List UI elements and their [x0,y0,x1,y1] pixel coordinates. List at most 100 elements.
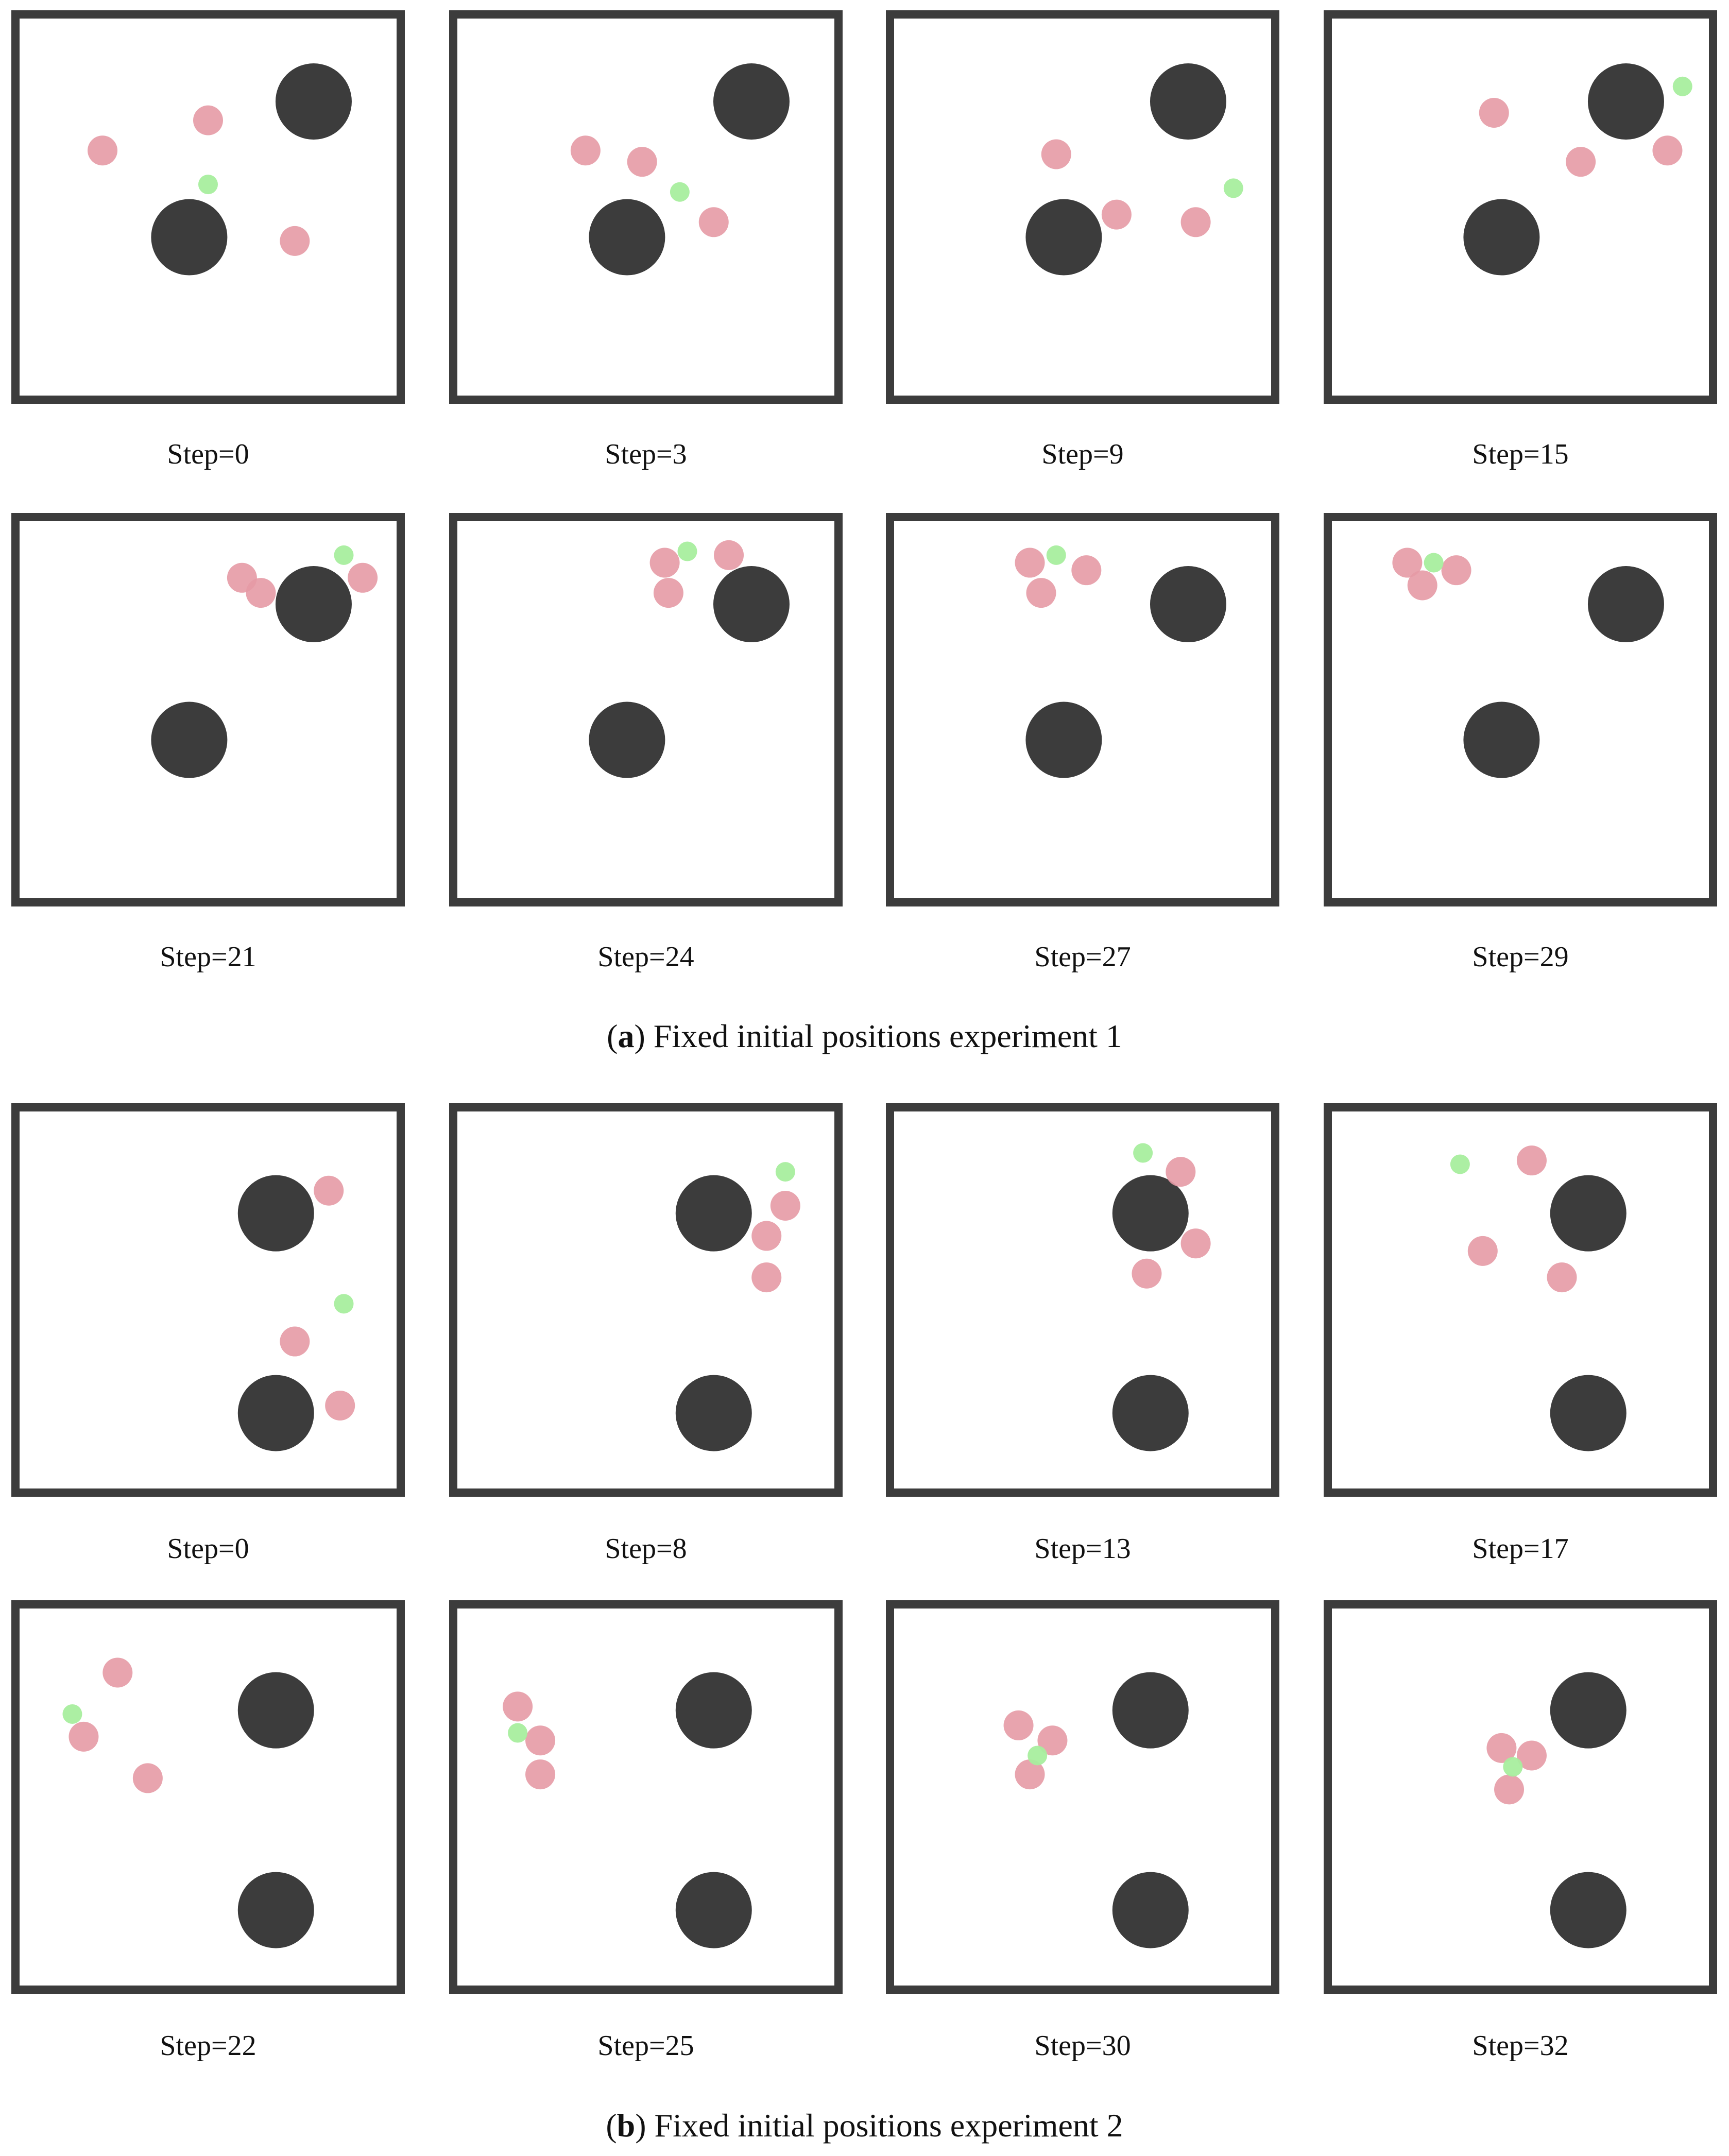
pursuer-agent [525,1759,556,1790]
evader-agent [1223,178,1243,198]
arena-border [886,1103,1279,1497]
pursuer-agent [1071,555,1102,586]
pursuer-agent [653,578,683,608]
obstacle [675,1175,752,1252]
step-label: Step=27 [1034,941,1131,973]
caption-letter: (b) [606,2107,646,2144]
obstacle [151,199,228,276]
panel-b-step-25 [449,1600,843,1994]
evader-agent [198,175,218,195]
pursuer-agent [1441,555,1471,586]
pursuer-agent [1479,98,1509,128]
panel-a-step-21 [11,513,405,906]
pursuer-agent [770,1191,800,1221]
step-label: Step=29 [1472,941,1569,973]
panel-a-step-9 [886,10,1279,404]
pursuer-agent [280,1326,310,1357]
panel-b-step-8 [449,1103,843,1497]
obstacle [713,566,790,643]
step-label: Step=0 [167,438,249,470]
pursuer-agent [1180,207,1211,237]
obstacle [275,63,352,140]
evader-agent [1028,1746,1048,1766]
obstacle [1550,1672,1627,1749]
step-label: Step=13 [1034,1533,1131,1565]
panel-b-step-0 [11,1103,405,1497]
pursuer-agent [102,1657,133,1688]
obstacle [151,701,228,778]
pursuer-agent [1101,199,1132,230]
step-label: Step=0 [167,1533,249,1565]
arena-border [449,1103,843,1497]
pursuer-agent [1132,1258,1162,1289]
panel-a-step-15 [1324,10,1717,404]
obstacle [589,199,665,276]
pursuer-agent [1166,1157,1196,1187]
panel-b-step-32 [1324,1600,1717,1994]
pursuer-agent [1026,578,1056,608]
obstacle [237,1872,314,1948]
pursuer-agent [325,1390,355,1421]
panel-b-step-22 [11,1600,405,1994]
pursuer-agent [1003,1710,1034,1740]
pursuer-agent [525,1725,556,1756]
obstacle [237,1375,314,1451]
obstacle [1025,701,1102,778]
obstacle [275,566,352,643]
evader-agent [670,182,690,202]
panel-a-step-0 [11,10,405,404]
step-label: Step=9 [1041,438,1124,470]
pursuer-agent [751,1262,782,1293]
obstacle [1112,1175,1189,1252]
obstacle [1150,566,1226,643]
obstacle [1463,701,1540,778]
pursuer-agent [280,226,310,256]
pursuer-agent [627,147,657,177]
obstacle [1112,1672,1189,1749]
step-label: Step=3 [605,438,687,470]
step-label: Step=15 [1472,438,1569,470]
figure-caption: (a) Fixed initial positions experiment 1 [0,1017,1729,1055]
pursuer-agent [348,562,378,593]
evader-agent [1133,1143,1153,1163]
pursuer-agent [698,207,729,237]
pursuer-agent [1516,1145,1547,1176]
figure-caption: (b) Fixed initial positions experiment 2 [0,2107,1729,2145]
pursuer-agent [714,540,744,570]
panel-b-step-17 [1324,1103,1717,1497]
caption-text: Fixed initial positions experiment 2 [646,2107,1123,2144]
pursuer-agent [246,578,276,608]
arena-border [11,1103,405,1497]
pursuer-agent [1486,1733,1517,1763]
evader-agent [1672,76,1692,96]
pursuer-agent [1015,1759,1045,1790]
evader-agent [677,541,697,561]
pursuer-agent [1566,147,1596,177]
obstacle [1150,63,1226,140]
pursuer-agent [503,1691,533,1722]
step-label: Step=8 [605,1533,687,1565]
obstacle [675,1672,752,1749]
obstacle [589,701,665,778]
arena-border [1324,1103,1717,1497]
evader-agent [1424,553,1444,573]
obstacle [675,1872,752,1948]
arena-border [886,1600,1279,1994]
evader-agent [1046,545,1066,565]
pursuer-agent [570,135,601,166]
pursuer-agent [1037,1725,1068,1756]
panel-a-step-3 [449,10,843,404]
step-label: Step=25 [597,2030,694,2062]
obstacle [1112,1375,1189,1451]
pursuer-agent [1516,1740,1547,1771]
obstacle [1463,199,1540,276]
pursuer-agent [1015,547,1045,578]
step-label: Step=17 [1472,1533,1569,1565]
caption-letter: (a) [607,1018,645,1054]
caption-text: Fixed initial positions experiment 1 [645,1018,1122,1054]
pursuer-agent [132,1763,163,1793]
pursuer-agent [69,1721,99,1752]
pursuer-agent [1180,1228,1211,1259]
step-label: Step=24 [597,941,694,973]
obstacle [1587,63,1664,140]
